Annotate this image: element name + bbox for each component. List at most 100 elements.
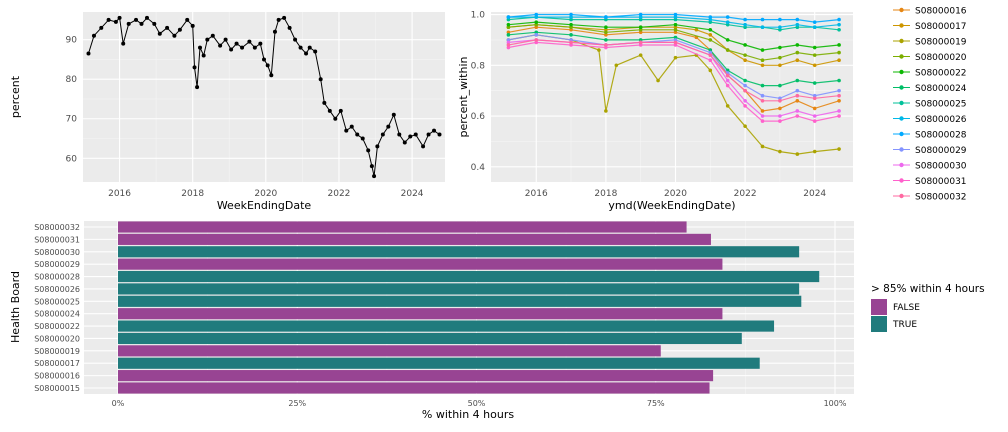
bar — [118, 382, 710, 394]
series-line — [508, 16, 840, 28]
series-line — [508, 34, 840, 99]
x-tick-label: 100% — [824, 399, 847, 408]
data-point — [201, 53, 206, 58]
data-point — [638, 25, 643, 30]
y-tick-label: S08000031 — [34, 235, 80, 244]
data-point — [569, 25, 573, 30]
legend-key-point — [899, 100, 904, 106]
data-point — [837, 99, 841, 103]
data-point — [121, 41, 126, 46]
legend-key-point — [899, 116, 904, 121]
bar — [118, 357, 760, 369]
data-point — [837, 43, 841, 47]
x-tick-label: 2018 — [181, 189, 204, 199]
data-point — [778, 114, 782, 118]
data-point — [304, 51, 309, 56]
data-point — [708, 15, 713, 19]
y-tick-label: S08000019 — [34, 347, 80, 356]
chart-percent-within-by-board: 2016 2018 2020 2022 2024 0.4 0.6 0.8 1.0 ymd(Wee… — [457, 7, 967, 213]
data-point — [656, 78, 660, 83]
legend-key-point — [899, 147, 904, 152]
data-point — [506, 25, 511, 30]
data-point — [569, 38, 573, 42]
data-point — [708, 17, 713, 22]
data-point — [837, 17, 841, 22]
data-point — [185, 17, 190, 22]
data-point — [743, 17, 747, 22]
bar — [118, 283, 800, 295]
legend-label: TRUE — [892, 320, 917, 330]
x-tick-label: 2024 — [803, 189, 826, 199]
data-point — [265, 63, 270, 68]
data-point — [604, 38, 608, 42]
data-point — [837, 22, 841, 27]
legend-key-point — [899, 131, 904, 137]
legend-label: S08000025 — [915, 100, 967, 110]
data-point — [795, 25, 800, 30]
data-point — [569, 33, 573, 37]
bar — [118, 221, 687, 233]
x-tick-label: 50% — [468, 399, 486, 408]
y-tick-label: S08000015 — [34, 384, 80, 393]
data-point — [506, 45, 511, 50]
data-point — [837, 50, 841, 55]
legend-label: S08000028 — [915, 131, 967, 141]
legend-key-point — [899, 23, 904, 28]
data-point — [795, 43, 800, 47]
data-point — [708, 27, 713, 32]
data-point — [391, 112, 396, 117]
data-point — [812, 53, 817, 57]
data-point — [778, 106, 782, 111]
data-point — [812, 63, 817, 68]
data-point — [421, 144, 426, 149]
series-line — [508, 24, 840, 61]
data-point — [673, 12, 678, 17]
data-point — [760, 119, 765, 123]
data-point — [743, 78, 747, 83]
data-point — [126, 21, 131, 26]
data-point — [743, 25, 747, 30]
legend-swatch — [871, 299, 887, 315]
bar — [118, 246, 800, 258]
legend-label: S08000016 — [915, 7, 967, 17]
data-point — [506, 38, 511, 42]
x-tick-label: 25% — [288, 399, 306, 408]
data-point — [638, 12, 643, 17]
data-point — [139, 21, 144, 26]
data-point — [333, 116, 338, 121]
data-point — [837, 93, 841, 98]
data-point — [234, 41, 239, 46]
legend-label: FALSE — [893, 303, 920, 313]
data-point — [795, 22, 800, 27]
x-tick-label: 75% — [647, 399, 665, 408]
data-point — [837, 88, 841, 93]
data-point — [380, 132, 385, 137]
data-point — [638, 17, 643, 22]
bar — [118, 233, 711, 245]
data-point — [344, 128, 349, 133]
x-tick-label: 0% — [112, 399, 125, 408]
series-line — [508, 39, 840, 102]
data-point — [269, 73, 274, 78]
data-point — [366, 148, 371, 153]
data-point — [708, 38, 713, 42]
data-point — [144, 15, 149, 20]
x-tick-label: 2016 — [525, 189, 548, 199]
data-point — [725, 38, 730, 42]
data-point — [99, 25, 104, 30]
data-point — [795, 58, 800, 63]
data-point — [614, 63, 619, 68]
data-point — [369, 164, 374, 169]
data-point — [812, 114, 817, 118]
x-tick-label: 2020 — [254, 189, 277, 199]
data-point — [338, 108, 343, 113]
data-point — [569, 27, 573, 32]
data-point — [318, 77, 323, 82]
y-tick-label: S08000017 — [34, 359, 80, 368]
data-point — [437, 132, 442, 137]
series-line — [508, 16, 840, 31]
data-point — [795, 78, 800, 83]
data-point — [157, 31, 162, 36]
data-point — [262, 57, 266, 62]
data-point — [760, 144, 765, 149]
